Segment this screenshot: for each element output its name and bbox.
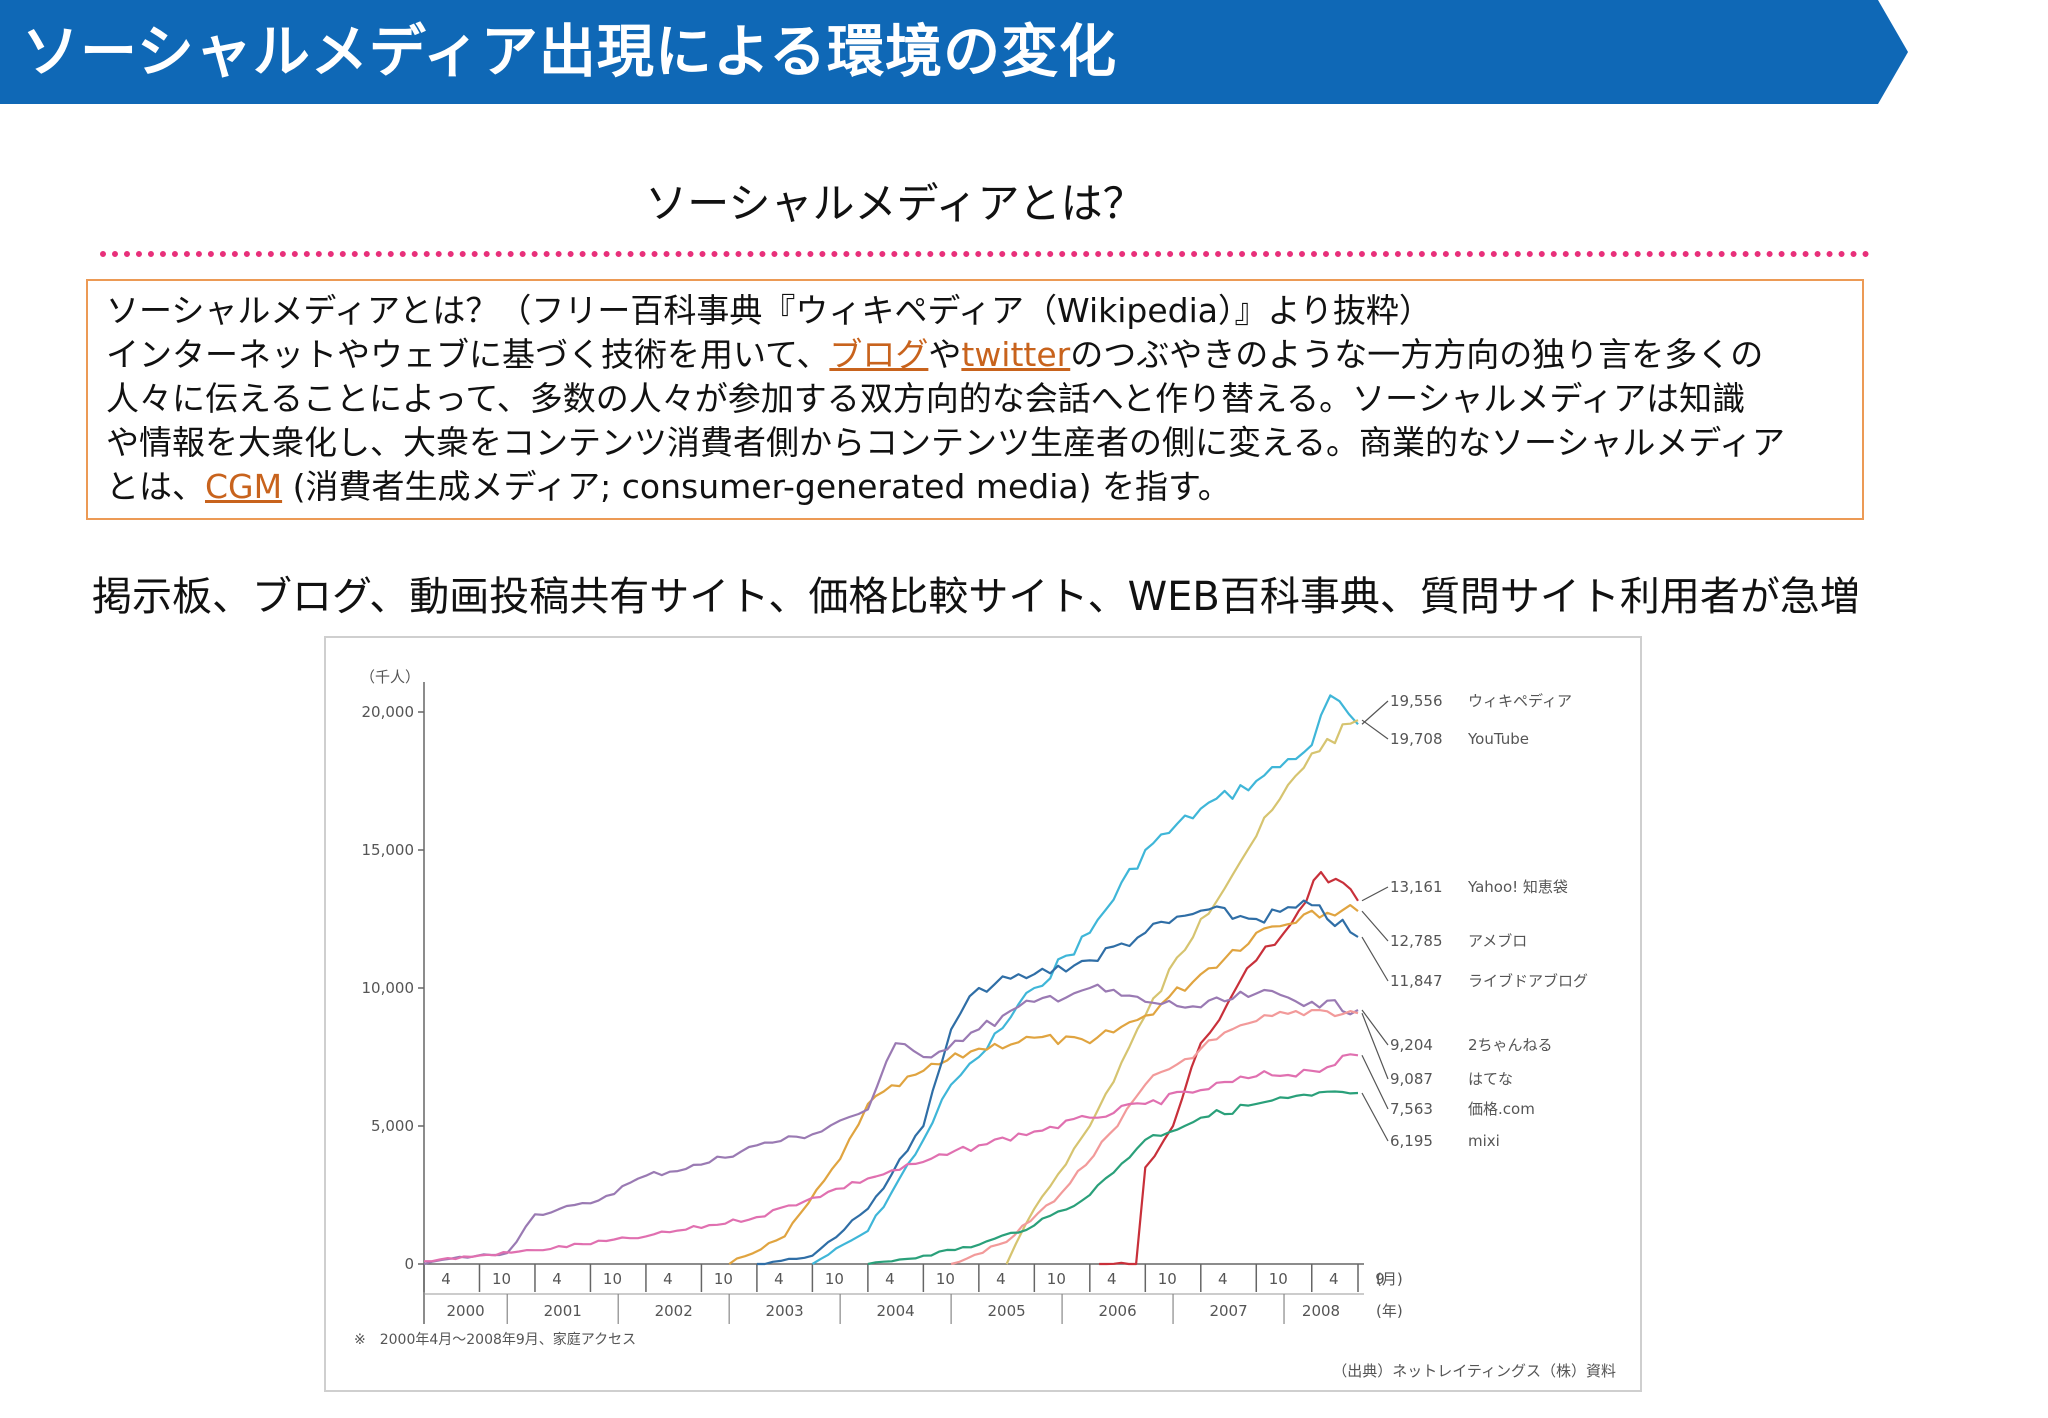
y-tick-label: 0 [404,1255,414,1273]
x-month-label: 4 [1218,1270,1228,1288]
x-month-label: 4 [774,1270,784,1288]
definition-line-1: ソーシャルメディアとは？（フリー百科事典『ウィキペディア（Wikipedia）』… [106,291,1432,330]
definition-line-2: インターネットやウェブに基づく技術を用いて、ブログやtwitterのつぶやきのよ… [106,333,1763,377]
x-month-label: 4 [663,1270,673,1288]
title-banner: ソーシャルメディア出現による環境の変化 [0,0,1908,104]
definition-text: のつぶやきのような一方方向の独り言を多くの [1070,335,1764,374]
series-value-label: 11,847 [1390,972,1443,990]
series-name-label: はてな [1468,1070,1513,1088]
definition-box: ソーシャルメディアとは？（フリー百科事典『ウィキペディア（Wikipedia）』… [86,279,1864,520]
y-tick-label: 10,000 [362,979,415,997]
series-name-label: ウィキペディア [1468,692,1572,710]
chart-footnote: ※ 2000年4月〜2008年9月、家庭アクセス [354,1331,636,1348]
leader-line [1361,1092,1389,1142]
chart-source: （出典）ネットレイティングス（株）資料 [1332,1362,1616,1380]
series-line-2 [1099,871,1359,1266]
x-month-label: 10 [714,1270,733,1288]
x-year-label: 2006 [1098,1302,1136,1320]
series-value-label: 19,556 [1390,692,1443,710]
cgm-link[interactable]: CGM [205,467,283,506]
x-month-label: 10 [1047,1270,1066,1288]
x-month-label: 10 [936,1270,955,1288]
definition-text: (消費者生成メディア; consumer-generated media) を指… [282,467,1231,506]
definition-line-5: とは、CGM (消費者生成メディア; consumer-generated me… [106,465,1231,509]
x-month-label: 4 [885,1270,895,1288]
series-name-label: ライブドアブログ [1468,972,1588,990]
y-axis-unit: （千人） [360,668,420,686]
blog-link[interactable]: ブログ [829,335,929,374]
page-title: ソーシャルメディア出現による環境の変化 [22,19,1118,85]
definition-text: や [928,335,962,374]
x-month-label: 10 [1158,1270,1177,1288]
x-year-label: 2004 [877,1302,915,1320]
x-year-unit: (年) [1376,1302,1403,1320]
series-line-3 [728,904,1359,1265]
x-month-label: 9 [1375,1270,1385,1288]
x-month-label: 10 [1269,1270,1288,1288]
section-subtitle: ソーシャルメディアとは？ [645,179,1145,228]
x-month-unit: (月) [1376,1270,1403,1288]
definition-text: とは、 [106,467,205,506]
series-line-6 [950,1009,1359,1266]
x-year-label: 2001 [544,1302,582,1320]
series-line-0 [811,694,1359,1265]
x-month-label: 4 [1107,1270,1117,1288]
x-month-label: 10 [825,1270,844,1288]
banner-shape [0,0,1908,104]
x-year-label: 2002 [655,1302,693,1320]
line-chart: （千人） 0 5,000 10,000 15,000 20,000 4 10 4 10 4 10 4 10… [354,668,1616,1380]
x-year-label: 2008 [1302,1302,1340,1320]
leader-line [1361,719,1389,740]
definition-text: インターネットやウェブに基づく技術を用いて、 [106,335,830,374]
chart-caption: 掲示板、ブログ、動画投稿共有サイト、価格比較サイト、WEB百科事典、質問サイト利… [92,574,1860,620]
leader-line [1361,936,1389,982]
y-tick-label: 5,000 [371,1117,414,1135]
series-line-7 [424,1053,1359,1263]
definition-line-4: や情報を大衆化し、大衆をコンテンツ消費者側からコンテンツ生産者の側に変える。商業… [106,423,1786,462]
x-month-label: 4 [1329,1270,1339,1288]
leader-line [1361,1009,1389,1046]
series-value-label: 6,195 [1390,1132,1433,1150]
x-month-label: 4 [441,1270,451,1288]
chart-image: （千人） 0 5,000 10,000 15,000 20,000 4 10 4 10 4 10 4 10… [324,636,1642,1392]
series-name-label: Yahoo! 知恵袋 [1467,878,1568,896]
y-tick-label: 20,000 [362,703,415,721]
x-month-label: 10 [603,1270,622,1288]
series-value-label: 19,708 [1390,730,1443,748]
definition-line-3: 人々に伝えることによって、多数の人々が参加する双方向的な会話へと作り替える。ソー… [106,379,1746,418]
x-month-label: 4 [552,1270,562,1288]
x-month-label: 10 [492,1270,511,1288]
series-name-label: アメブロ [1468,932,1527,950]
series-line-8 [867,1090,1359,1266]
leader-line [1361,1012,1389,1080]
x-year-label: 2005 [988,1302,1026,1320]
series-line-5 [423,983,1359,1266]
series-line-4 [756,899,1359,1266]
x-year-label: 2003 [766,1302,804,1320]
leader-line [1361,1054,1389,1110]
series-value-label: 9,087 [1390,1070,1433,1088]
series-value-label: 12,785 [1390,932,1443,950]
y-tick-label: 15,000 [362,841,415,859]
series-name-label: 価格.com [1468,1100,1535,1118]
series-value-label: 7,563 [1390,1100,1433,1118]
series-name-label: 2ちゃんねる [1468,1036,1553,1054]
x-year-label: 2007 [1209,1302,1247,1320]
series-value-label: 13,161 [1390,878,1443,896]
dotted-divider [100,251,1870,257]
x-month-label: 4 [996,1270,1006,1288]
twitter-link[interactable]: twitter [961,335,1071,374]
series-name-label: mixi [1468,1132,1500,1150]
series-value-label: 9,204 [1390,1036,1433,1054]
series-line-1 [1005,719,1359,1265]
leader-line [1361,886,1389,902]
x-year-label: 2000 [447,1302,485,1320]
leader-line [1361,910,1389,942]
leader-line [1361,700,1389,725]
series-name-label: YouTube [1467,730,1529,748]
